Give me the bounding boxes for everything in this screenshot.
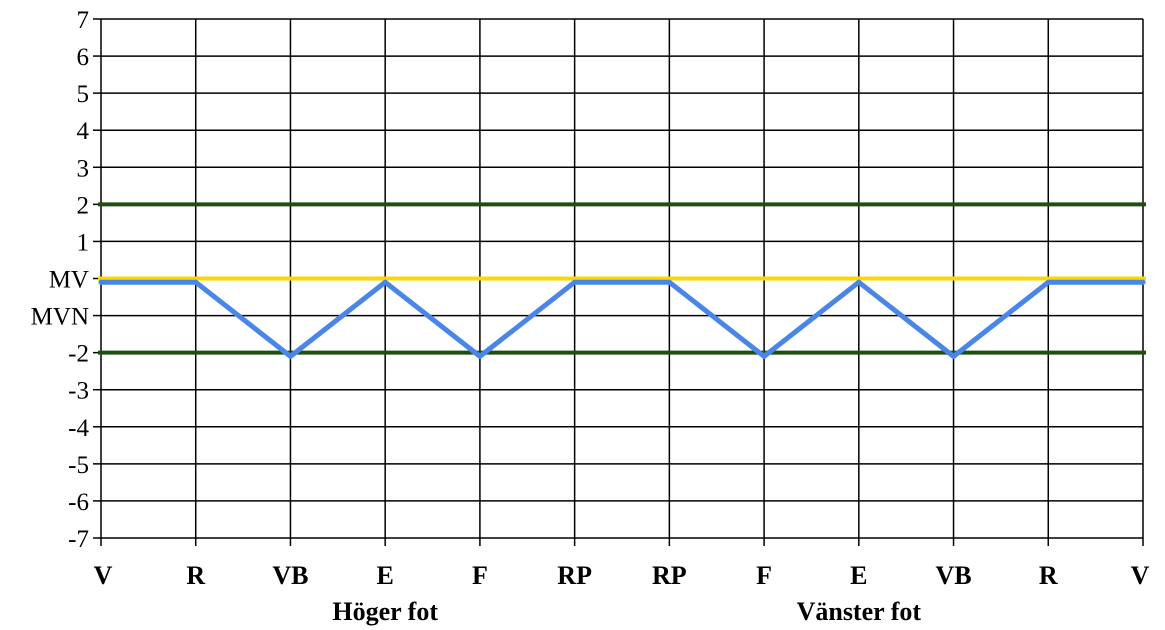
y-tick-label: -4 [68, 415, 89, 442]
x-tick-label: R [186, 561, 205, 590]
data-point [666, 279, 672, 285]
group-label: Höger fot [332, 597, 438, 626]
x-tick-label: VB [272, 561, 308, 590]
x-tick-label: F [472, 561, 488, 590]
data-point [382, 279, 388, 285]
data-point [856, 279, 862, 285]
y-tick-label: -2 [68, 341, 89, 368]
x-tick-label: RP [557, 561, 592, 590]
x-tick-label: R [1039, 561, 1058, 590]
data-point [98, 279, 104, 285]
reference-lines [98, 202, 1146, 355]
y-tick-label: -3 [68, 378, 89, 405]
data-point [1045, 279, 1051, 285]
data-point [951, 353, 957, 359]
data-point [572, 279, 578, 285]
x-axis-tick-labels: V R VB E F RP RP F E VB R V [94, 561, 1150, 590]
series-layer [98, 279, 1146, 359]
data-point [287, 353, 293, 359]
x-tick-label: E [377, 561, 394, 590]
y-tick-label: 2 [77, 192, 90, 219]
data-point [193, 279, 199, 285]
y-tick-label: 4 [77, 118, 90, 145]
x-tick-label: RP [652, 561, 687, 590]
y-tick-label: 7 [77, 7, 90, 34]
y-tick-label: 5 [77, 81, 90, 108]
y-tick-label: -7 [68, 526, 89, 553]
data-point [761, 353, 767, 359]
data-point [1140, 279, 1146, 285]
y-tick-label: MV [49, 267, 89, 294]
x-tick-label: V [1131, 561, 1150, 590]
x-tick-label: V [94, 561, 113, 590]
x-tick-label: F [756, 561, 772, 590]
y-tick-label: MVN [31, 304, 89, 331]
data-point [477, 353, 483, 359]
series-line [98, 279, 1146, 359]
group-labels: Höger fot Vänster fot [332, 597, 921, 626]
y-tick-label: 6 [77, 44, 90, 71]
x-tick-label: E [850, 561, 867, 590]
group-label: Vänster fot [797, 597, 922, 626]
y-axis-tick-labels: 7 6 5 4 3 2 1 MV MVN -2 -3 -4 -5 -6 -7 [31, 7, 90, 553]
x-tick-label: VB [935, 561, 971, 590]
y-tick-label: -5 [68, 452, 89, 479]
y-tick-label: 3 [77, 155, 90, 182]
y-tick-label: -6 [68, 489, 89, 516]
y-tick-label: 1 [77, 229, 90, 256]
